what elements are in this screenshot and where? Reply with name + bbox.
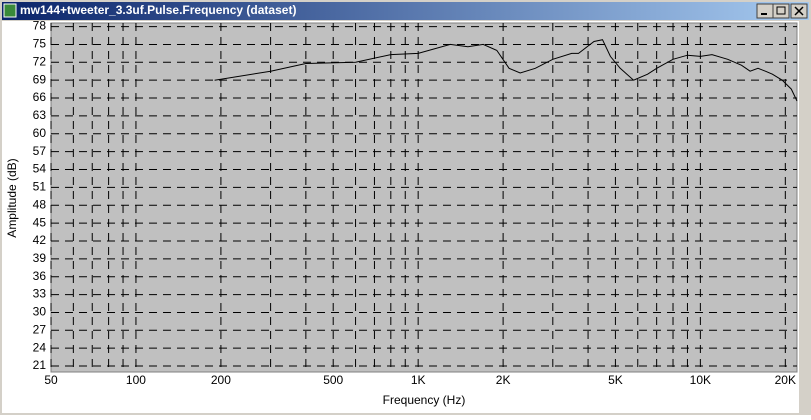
plot-area [50, 22, 798, 373]
y-tick-label: 51 [33, 180, 47, 194]
x-axis-label: Frequency (Hz) [383, 393, 466, 407]
y-tick-label: 27 [33, 322, 47, 336]
y-tick-label: 60 [33, 126, 47, 140]
y-tick-label: 72 [33, 54, 47, 68]
y-tick-label: 75 [33, 37, 47, 51]
x-tick-label: 2K [496, 373, 511, 387]
x-tick-label: 5K [608, 373, 623, 387]
y-tick-label: 54 [33, 162, 47, 176]
minimize-button[interactable] [756, 3, 774, 19]
x-tick-label: 1K [411, 373, 426, 387]
y-tick-label: 66 [33, 90, 47, 104]
window-title: mw144+tweeter_3.3uf.Pulse.Frequency (dat… [20, 3, 296, 17]
y-axis-label: Amplitude (dB) [5, 158, 19, 237]
y-tick-label: 36 [33, 269, 47, 283]
data-line [214, 39, 798, 102]
y-tick-label: 30 [33, 305, 47, 319]
x-tick-label: 500 [323, 373, 343, 387]
close-icon [794, 6, 804, 16]
x-tick-label: 100 [126, 373, 146, 387]
y-tick-label: 45 [33, 215, 47, 229]
window-buttons[interactable] [756, 3, 808, 19]
maximize-button[interactable] [772, 3, 790, 19]
y-tick-label: 39 [33, 251, 47, 265]
y-tick-label: 21 [33, 358, 47, 372]
maximize-icon [776, 6, 786, 15]
y-tick-label: 42 [33, 233, 47, 247]
x-tick-label: 50 [44, 373, 58, 387]
window-icon [3, 3, 17, 18]
x-tick-label: 200 [211, 373, 231, 387]
title-bar [2, 2, 809, 20]
y-tick-label: 63 [33, 108, 47, 122]
y-tick-label: 78 [33, 19, 47, 33]
x-tick-label: 20K [775, 373, 796, 387]
y-tick-label: 57 [33, 144, 47, 158]
y-tick-label: 33 [33, 287, 47, 301]
x-tick-label: 10K [690, 373, 711, 387]
y-tick-label: 69 [33, 72, 47, 86]
y-tick-label: 24 [33, 340, 47, 354]
y-tick-label: 48 [33, 197, 47, 211]
